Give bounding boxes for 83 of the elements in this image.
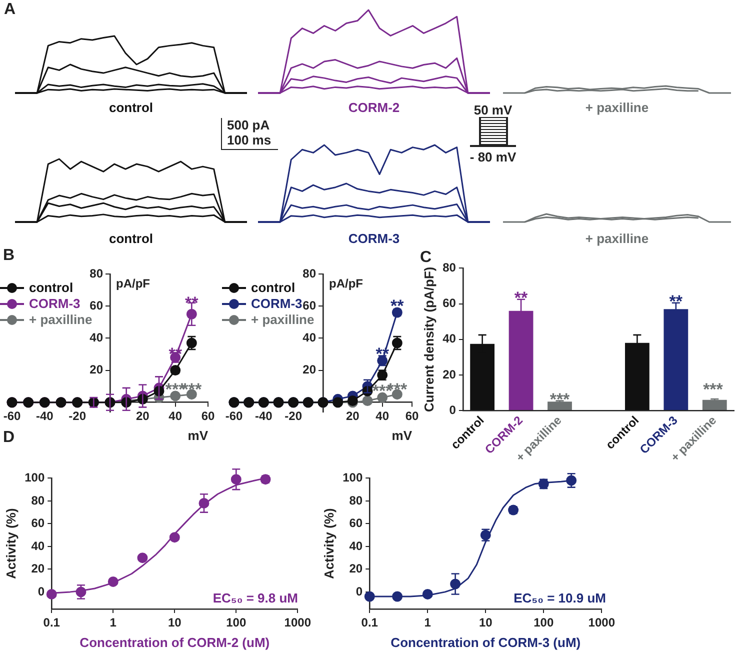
x-tick-label: 10 — [168, 616, 182, 630]
y-axis-title: Activity (%) — [3, 508, 18, 579]
legend-label: CORM-3 — [251, 296, 302, 312]
y-tick-label: 0 — [38, 584, 45, 598]
annotation: ** — [669, 292, 683, 312]
annotation: EC₅₀ = 9.8 uM — [212, 590, 298, 606]
y-tick-label: 60 — [442, 296, 456, 310]
y-tick-label: 20 — [302, 362, 316, 377]
x-axis-title: CORM-2 — [348, 100, 400, 115]
annotation: *** — [703, 380, 723, 400]
annotation: - 80 mV — [470, 150, 516, 164]
x-axis-title: + paxilline — [585, 100, 649, 115]
y-tick-label: 20 — [442, 367, 456, 382]
x-tick-label: 0.1 — [361, 616, 378, 630]
x-tick-label: 60 — [201, 408, 215, 423]
annotation: ** — [390, 296, 404, 316]
x-tick-label: -40 — [254, 408, 273, 423]
y-tick-label: 40 — [349, 538, 363, 553]
legend-label: + paxilline — [29, 312, 92, 328]
x-tick-label: 20 — [136, 408, 150, 423]
x-tick-label: 1 — [110, 616, 117, 630]
y-tick-label: 80 — [31, 493, 45, 508]
y-tick-label: 80 — [349, 493, 363, 508]
x-axis-title: mV — [392, 428, 412, 444]
y-tick-label: 80 — [442, 260, 456, 275]
x-tick-label: 40 — [376, 408, 390, 423]
legend-label: control — [251, 280, 296, 296]
x-axis-title: Concentration of CORM-3 (uM) — [390, 634, 581, 650]
legend-label: CORM-3 — [29, 296, 80, 312]
legend-label: + paxilline — [251, 312, 314, 328]
y-tick-label: 60 — [349, 516, 363, 530]
y-axis-title: Activity (%) — [321, 508, 336, 579]
y-tick-label: 20 — [31, 562, 45, 576]
x-axis-title: mV — [188, 428, 208, 444]
y-axis-title: pA/pF — [116, 276, 150, 290]
y-tick-label: 60 — [90, 298, 104, 312]
annotation: ** — [185, 293, 199, 312]
y-tick-label: 0 — [449, 402, 456, 417]
y-tick-label: 60 — [31, 516, 45, 530]
annotation: EC₅₀ = 10.9 uM — [514, 590, 606, 606]
x-tick-label: -20 — [68, 408, 86, 423]
y-tick-label: 40 — [442, 332, 456, 346]
y-tick-label: 40 — [31, 538, 45, 553]
annotation: *** — [550, 390, 570, 410]
y-tick-label: 0 — [356, 584, 363, 598]
y-axis-title: pA/pF — [329, 276, 363, 290]
x-axis-title: Concentration of CORM-2 (uM) — [80, 634, 270, 650]
y-tick-label: 100 — [342, 470, 363, 485]
x-axis-title: CORM-3 — [347, 231, 401, 246]
x-tick-label: 60 — [405, 408, 419, 423]
x-tick-label: 1 — [424, 616, 432, 630]
x-tick-label: -60 — [3, 408, 21, 423]
x-tick-label: 1000 — [588, 616, 616, 630]
y-tick-label: 80 — [90, 266, 104, 280]
x-tick-label: -60 — [225, 408, 243, 423]
x-tick-label: 100 — [534, 616, 554, 630]
x-axis-title: control — [108, 100, 154, 115]
x-tick-label: 1000 — [284, 616, 312, 630]
text: D — [3, 429, 15, 447]
x-axis-title: control — [108, 231, 154, 246]
text: A — [4, 1, 16, 19]
annotation: 100 ms — [227, 132, 272, 148]
x-tick-label: 100 — [226, 616, 246, 630]
y-tick-label: 20 — [349, 562, 363, 576]
y-axis-title: Current density (pA/pF) — [421, 266, 436, 412]
text: B — [3, 247, 15, 265]
x-tick-label: -20 — [284, 408, 302, 423]
x-axis-title: + paxilline — [584, 231, 650, 246]
y-tick-label: 40 — [302, 330, 316, 344]
text: 500 pA — [227, 118, 270, 132]
y-tick-label: 80 — [302, 266, 316, 280]
text: 50 mV — [474, 102, 512, 118]
legend-label: control — [29, 280, 74, 296]
text: C — [420, 249, 432, 267]
y-tick-label: 40 — [90, 330, 104, 344]
x-tick-label: 10 — [478, 616, 493, 630]
y-tick-label: 20 — [90, 362, 104, 377]
x-tick-label: 0.1 — [43, 616, 60, 630]
x-tick-label: -40 — [36, 408, 54, 423]
y-tick-label: 60 — [302, 298, 316, 312]
annotation: ** — [514, 288, 528, 308]
x-tick-label: 40 — [168, 408, 182, 423]
y-tick-label: 100 — [24, 470, 45, 485]
